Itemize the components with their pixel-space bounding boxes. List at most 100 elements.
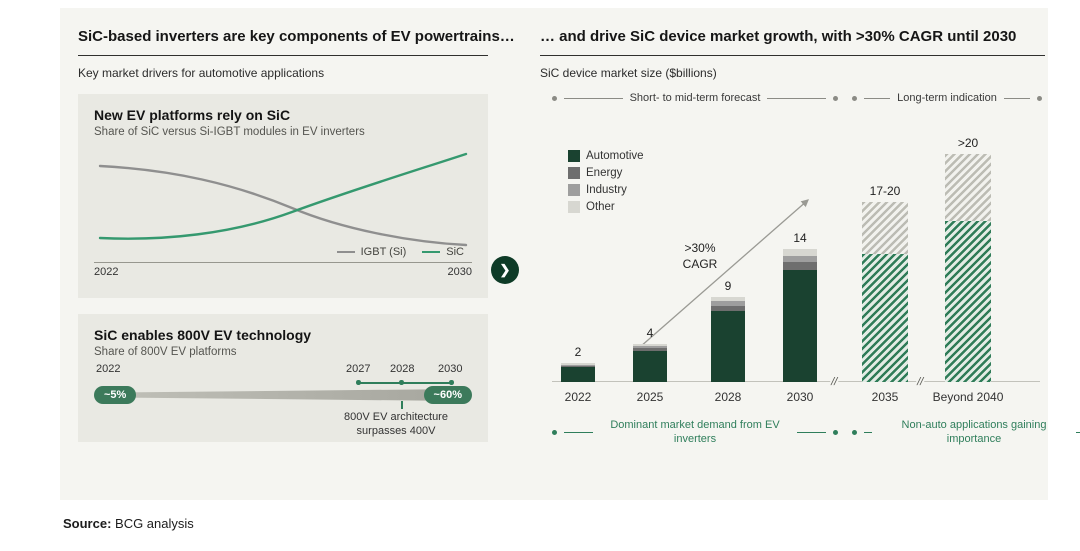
bracket-line bbox=[564, 97, 623, 99]
bracket-line bbox=[1003, 97, 1031, 99]
bar-2030: 14 2030 bbox=[783, 231, 817, 404]
bar-segment-automotive bbox=[862, 253, 908, 382]
bracket-dot bbox=[833, 429, 838, 435]
bar-2022: 2 2022 bbox=[561, 345, 595, 404]
bar-value-label: 2 bbox=[574, 345, 582, 360]
line-chart-subtitle: Share of SiC versus Si-IGBT modules in E… bbox=[94, 126, 365, 138]
left-title-rule bbox=[78, 55, 488, 56]
bar-segment-automotive bbox=[633, 350, 667, 382]
short-term-bracket-label: Short- to mid-term forecast bbox=[629, 92, 761, 104]
left-title: SiC-based inverters are key components o… bbox=[78, 28, 515, 45]
end-share-badge: ~60% bbox=[423, 386, 472, 404]
bar-segment-energy bbox=[711, 305, 745, 311]
timeline-annotation-line1: 800V EV architecture bbox=[344, 411, 448, 423]
source-text: BCG analysis bbox=[111, 516, 194, 531]
x-axis-end-label: 2030 bbox=[447, 266, 472, 278]
left-column: SiC-based inverters are key components o… bbox=[78, 28, 515, 468]
legend-swatch bbox=[422, 250, 441, 254]
timeline: 2022 2027 2028 2030 ~5% ~60% 800V EV arc… bbox=[94, 363, 472, 439]
legend-swatch bbox=[568, 167, 580, 179]
short-term-bracket: Short- to mid-term forecast bbox=[552, 92, 839, 104]
line-chart-svg bbox=[98, 152, 468, 247]
bar-value-label: 14 bbox=[793, 231, 807, 246]
bar-value-label: 4 bbox=[646, 326, 654, 341]
bar-segment-industry bbox=[561, 364, 595, 366]
bar-2035: 17-20 2035 bbox=[862, 184, 908, 404]
bracket-dot bbox=[852, 429, 857, 435]
cagr-line1: >30% bbox=[684, 241, 716, 255]
legend-swatch bbox=[336, 250, 355, 254]
bracket-line bbox=[767, 97, 827, 99]
legend-item: Energy bbox=[568, 167, 644, 179]
bar-value-label: 9 bbox=[724, 278, 732, 293]
bar-segment-automotive bbox=[945, 220, 991, 382]
non-auto-label: Non-auto applications gaining importance bbox=[901, 419, 1047, 446]
bar-chart: Automotive Energy Industry Other >30% CAGR … bbox=[540, 112, 1045, 404]
start-share-badge: ~5% bbox=[94, 386, 137, 404]
bar-chart-legend: Automotive Energy Industry Other bbox=[568, 150, 644, 213]
bar-segment-other bbox=[783, 249, 817, 256]
bar-value-label: >20 bbox=[957, 136, 979, 150]
bracket-line bbox=[564, 431, 593, 433]
legend-item: IGBT (Si) bbox=[336, 246, 406, 258]
bar-segment-other bbox=[711, 296, 745, 302]
right-title-rule bbox=[540, 55, 1045, 56]
source-label: Source: bbox=[63, 516, 112, 531]
legend-swatch bbox=[568, 184, 580, 196]
bracket-dot bbox=[852, 95, 857, 101]
legend-label: Other bbox=[586, 201, 615, 213]
legend-swatch bbox=[568, 150, 580, 162]
timeline-annotation-line2: surpasses 400V bbox=[356, 424, 436, 437]
bar-category-label: Beyond 2040 bbox=[932, 390, 1004, 404]
cagr-line2: CAGR bbox=[682, 257, 718, 272]
bar-stack bbox=[862, 201, 908, 382]
bar-category-label: 2022 bbox=[564, 390, 592, 404]
bracket-dot bbox=[833, 95, 839, 101]
timeline-title: SiC enables 800V EV technology bbox=[94, 327, 312, 343]
sic-line bbox=[98, 152, 468, 240]
axis-break-icon: // bbox=[828, 375, 840, 389]
annotation-tick bbox=[401, 401, 403, 409]
timeline-panel: SiC enables 800V EV technology Share of … bbox=[78, 314, 488, 442]
bar-stack bbox=[561, 363, 595, 382]
bar-segment-other bbox=[561, 363, 595, 365]
timeline-year-2030: 2030 bbox=[438, 363, 463, 375]
cagr-annotation: >30% CAGR bbox=[668, 240, 732, 272]
bracket-line bbox=[1076, 431, 1080, 433]
x-axis-line bbox=[94, 262, 472, 263]
bar-segment-automotive bbox=[711, 310, 745, 382]
chevron-connector-icon: ❯ bbox=[491, 256, 519, 284]
axis-break-icon: // bbox=[914, 375, 926, 389]
line-chart-panel: New EV platforms rely on SiC Share of Si… bbox=[78, 94, 488, 298]
bar-segment-other bbox=[633, 344, 667, 347]
timeline-dot-2028 bbox=[399, 380, 404, 385]
timeline-dot-2027 bbox=[356, 380, 361, 385]
bar-category-label: 2025 bbox=[636, 390, 664, 404]
timeline-year-2022: 2022 bbox=[96, 363, 121, 375]
igbt-line bbox=[98, 164, 468, 247]
timeline-green-line bbox=[358, 382, 452, 384]
bar-2025: 4 2025 bbox=[633, 326, 667, 404]
bar-beyond-2040: >20 Beyond 2040 bbox=[933, 136, 1004, 404]
line-chart-title: New EV platforms rely on SiC bbox=[94, 107, 291, 123]
bar-category-label: 2028 bbox=[714, 390, 742, 404]
bracket-line bbox=[864, 431, 872, 433]
bracket-dot bbox=[552, 95, 557, 101]
bar-segment-industry bbox=[783, 255, 817, 263]
legend-item: Automotive bbox=[568, 150, 644, 162]
bracket-dot bbox=[552, 429, 557, 435]
legend-label: Energy bbox=[586, 167, 623, 179]
timeline-band bbox=[104, 389, 462, 401]
legend-item: Industry bbox=[568, 184, 644, 196]
chevron-glyph: ❯ bbox=[499, 262, 511, 277]
slide-background: SiC-based inverters are key components o… bbox=[60, 8, 1080, 500]
source-note: Source: BCG analysis bbox=[63, 516, 194, 531]
right-column: … and drive SiC device market growth, wi… bbox=[540, 28, 1080, 490]
bracket-line bbox=[797, 431, 826, 433]
right-title: … and drive SiC device market growth, wi… bbox=[540, 28, 1017, 45]
bar-segment-industry bbox=[711, 301, 745, 306]
x-axis-start-label: 2022 bbox=[94, 266, 119, 278]
right-subtitle: SiC device market size ($billions) bbox=[540, 66, 717, 80]
legend-label: Automotive bbox=[586, 150, 644, 162]
bar-stack bbox=[945, 154, 991, 382]
